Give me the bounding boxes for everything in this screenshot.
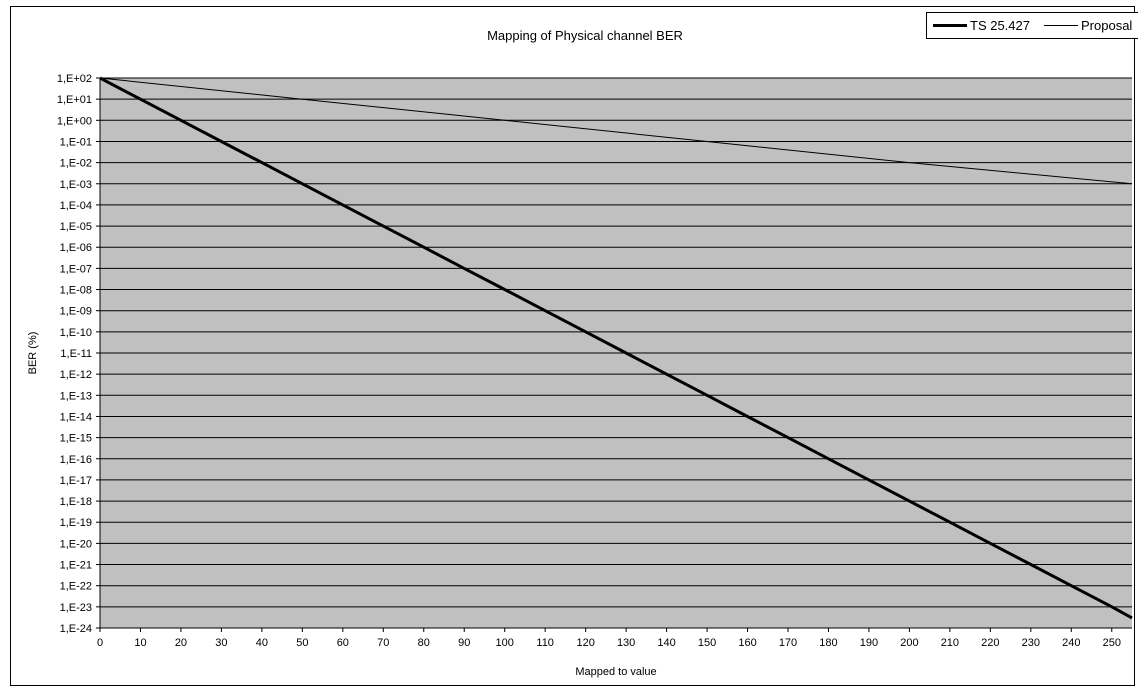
x-tick-label: 50: [296, 637, 308, 649]
x-tick-label: 60: [337, 637, 349, 649]
x-tick-label: 230: [1022, 637, 1040, 649]
x-tick-label: 140: [657, 637, 675, 649]
y-tick-label: 1,E-16: [60, 454, 92, 466]
grid-lines: [100, 77, 1132, 629]
y-tick-label: 1,E-14: [60, 411, 92, 423]
y-tick-labels: 1,E+02 1,E+01 1,E+00 1,E-01 1,E-02 1,E-03 1,E-…: [57, 73, 92, 635]
x-tick-label: 90: [458, 637, 470, 649]
y-axis-title: BER (%): [27, 332, 39, 375]
x-tick-labels: 0 10 20 30 40 50 60 70 80 90 100 110 120 130 140 150 160…: [97, 637, 1121, 649]
y-tick-label: 1,E-23: [60, 602, 92, 614]
x-tick-label: 130: [617, 637, 635, 649]
series-line-ts-25-427: [99, 76, 1133, 620]
y-tick-label: 1,E-08: [60, 285, 92, 297]
x-tick-label: 180: [819, 637, 837, 649]
y-tick-label: 1,E-04: [60, 200, 92, 212]
x-tick-label: 80: [418, 637, 430, 649]
x-tick-label: 40: [256, 637, 268, 649]
y-tick-label: 1,E-10: [60, 327, 92, 339]
x-tick-label: 70: [377, 637, 389, 649]
x-tick-label: 30: [215, 637, 227, 649]
x-tick-label: 190: [860, 637, 878, 649]
x-tick-label: 210: [941, 637, 959, 649]
x-tick-label: 20: [175, 637, 187, 649]
y-tick-label: 1,E-24: [60, 623, 92, 635]
y-tick-label: 1,E+01: [57, 94, 92, 106]
y-tick-label: 1,E-12: [60, 369, 92, 381]
legend-item-proposal: Proposal: [1044, 18, 1132, 33]
axes: [96, 77, 1132, 632]
y-tick-label: 1,E-18: [60, 496, 92, 508]
legend-swatch-thick: [933, 24, 967, 27]
series-lines: [99, 76, 1133, 620]
y-tick-label: 1,E-11: [60, 348, 92, 360]
y-tick-label: 1,E-21: [60, 560, 92, 572]
series-line-proposal: [99, 77, 1133, 185]
x-tick-label: 220: [981, 637, 999, 649]
y-tick-label: 1,E+02: [57, 73, 92, 85]
y-tick-label: 1,E-19: [60, 517, 92, 529]
y-tick-label: 1,E-13: [60, 390, 92, 402]
y-tick-label: 1,E-06: [60, 242, 92, 254]
x-tick-label: 120: [576, 637, 594, 649]
y-tick-label: 1,E-03: [60, 179, 92, 191]
legend: TS 25.427 Proposal: [926, 12, 1138, 39]
x-tick-label: 170: [779, 637, 797, 649]
legend-item-ts-25-427: TS 25.427: [933, 18, 1030, 33]
y-tick-label: 1,E-07: [60, 263, 92, 275]
x-tick-label: 10: [134, 637, 146, 649]
legend-label: Proposal: [1081, 18, 1133, 33]
y-tick-label: 1,E-01: [60, 136, 92, 148]
y-tick-label: 1,E-09: [60, 306, 92, 318]
legend-swatch-thin: [1044, 25, 1078, 26]
y-tick-label: 1,E-22: [60, 581, 92, 593]
chart-title: Mapping of Physical channel BER: [487, 28, 683, 43]
legend-label: TS 25.427: [970, 18, 1030, 33]
x-tick-label: 160: [738, 637, 756, 649]
x-tick-label: 0: [97, 637, 103, 649]
y-tick-label: 1,E-20: [60, 538, 92, 550]
x-tick-label: 100: [496, 637, 514, 649]
y-tick-label: 1,E-15: [60, 433, 92, 445]
x-tick-label: 250: [1103, 637, 1121, 649]
x-axis-title: Mapped to value: [575, 666, 656, 678]
x-tick-label: 150: [698, 637, 716, 649]
y-tick-label: 1,E-17: [60, 475, 92, 487]
y-tick-label: 1,E-05: [60, 221, 92, 233]
y-tick-label: 1,E+00: [57, 115, 92, 127]
y-tick-label: 1,E-02: [60, 158, 92, 170]
x-tick-label: 110: [536, 637, 554, 649]
x-tick-label: 200: [900, 637, 918, 649]
x-tick-label: 240: [1062, 637, 1080, 649]
